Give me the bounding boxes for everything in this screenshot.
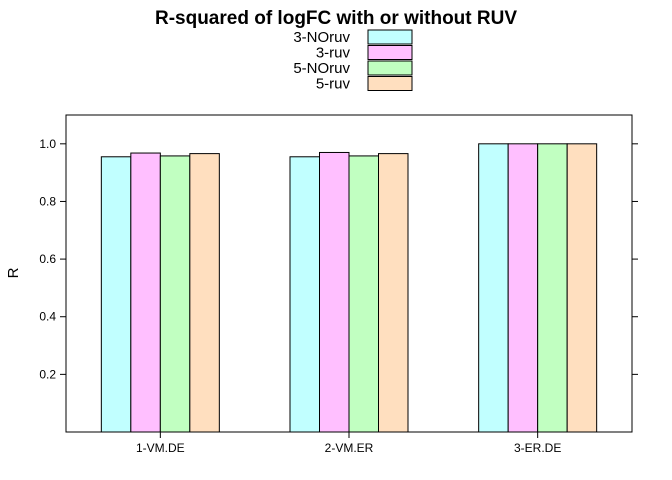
legend-label-5-NOruv: 5-NOruv [293,60,350,77]
y-axis-label: R [5,267,22,278]
legend-label-5-ruv: 5-ruv [316,76,351,93]
bar-3-NOruv-1-VM.DE [100,156,132,433]
bar-5-NOruv-2-VM.ER [348,155,379,433]
bar-5-ruv-2-VM.ER [378,153,409,433]
y-tick-label: 1.0 [39,137,56,151]
x-axis: 1-VM.DE 2-VM.ER 3-ER.DE [136,432,561,455]
bar-3-ruv-1-VM.DE [130,152,161,433]
bar-5-ruv-1-VM.DE [189,153,220,433]
x-tick-label: 1-VM.DE [136,441,185,455]
legend-swatch-5-ruv [367,76,413,91]
legend-swatch-3-NOruv [367,29,413,45]
y-tick-label: 0.4 [39,310,56,324]
chart-title: R-squared of logFC with or without RUV [155,8,517,29]
bar-5-ruv-3-ER.DE [566,143,598,433]
bar-3-NOruv-2-VM.ER [289,156,320,433]
y-tick-label: 0.2 [39,367,56,381]
y-tick-label: 0.8 [39,194,56,208]
y-axis: 0.2 0.4 0.6 0.8 1.0 [39,137,638,381]
bar-5-NOruv-1-VM.DE [159,155,191,433]
legend-label-3-ruv: 3-ruv [316,45,351,62]
bar-5-NOruv-3-ER.DE [537,143,568,433]
legend-swatch-5-NOruv [367,60,413,76]
bar-3-NOruv-3-ER.DE [478,143,509,433]
bar-3-ruv-3-ER.DE [507,143,539,433]
x-tick-label: 3-ER.DE [514,441,561,455]
bars [100,143,598,433]
y-tick-label: 0.6 [39,252,56,266]
legend-label-3-NOruv: 3-NOruv [293,29,350,46]
legend-swatch-3-ruv [367,45,413,60]
x-tick-label: 2-VM.ER [325,441,374,455]
bar-3-ruv-2-VM.ER [319,151,350,433]
